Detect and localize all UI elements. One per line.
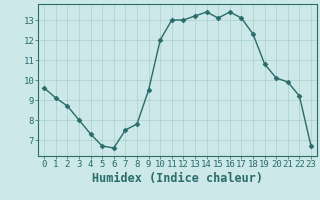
X-axis label: Humidex (Indice chaleur): Humidex (Indice chaleur) — [92, 172, 263, 185]
